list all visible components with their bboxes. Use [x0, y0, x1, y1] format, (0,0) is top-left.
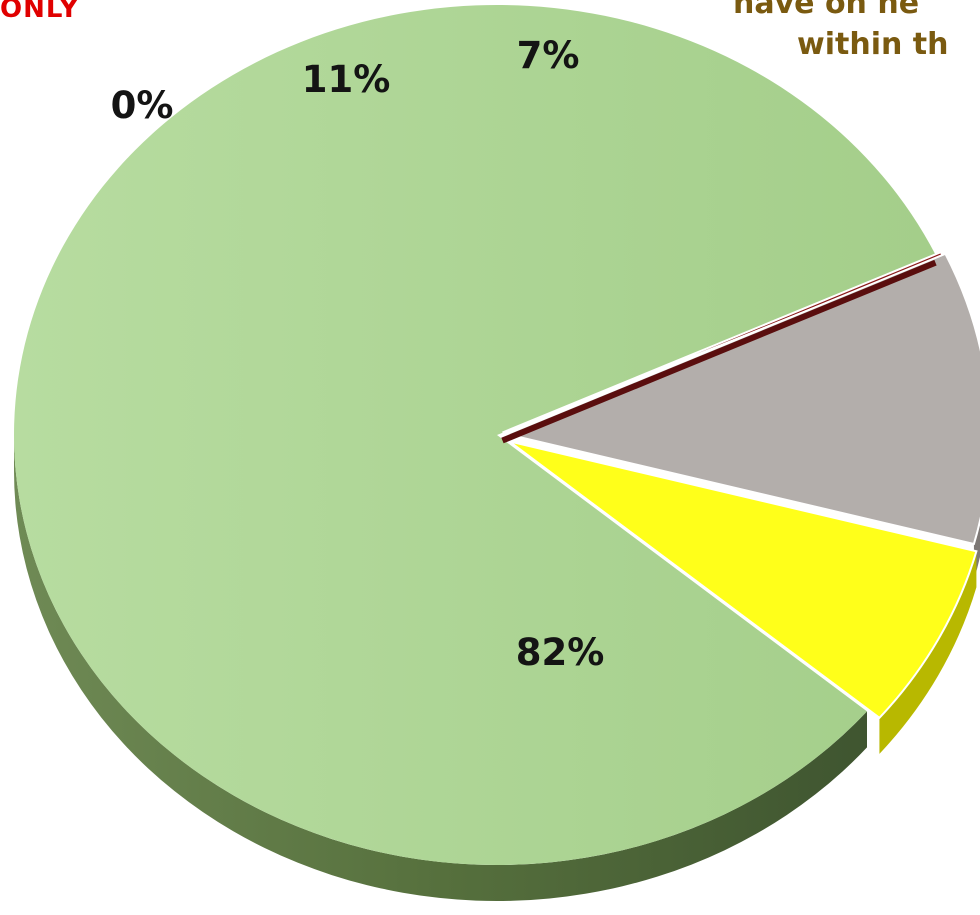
slice-label-7pct: 7%: [517, 34, 580, 77]
pie-slice-side-7pct: [879, 551, 977, 754]
pie-slice-82pct: [14, 4, 936, 865]
title-fragment-left: ONLY: [0, 0, 80, 24]
slice-label-11pct: 11%: [302, 58, 391, 101]
title-fragment-right-line1: have on ne: [733, 0, 920, 21]
slice-label-0pct: 0%: [111, 84, 174, 127]
pie-slice-0pct-edge: [501, 259, 937, 444]
pie-slice-11pct: [503, 252, 980, 546]
slice-label-82pct: 82%: [516, 631, 605, 674]
pie-slice-7pct: [508, 440, 978, 720]
title-fragment-right-line2: within th: [797, 27, 949, 62]
